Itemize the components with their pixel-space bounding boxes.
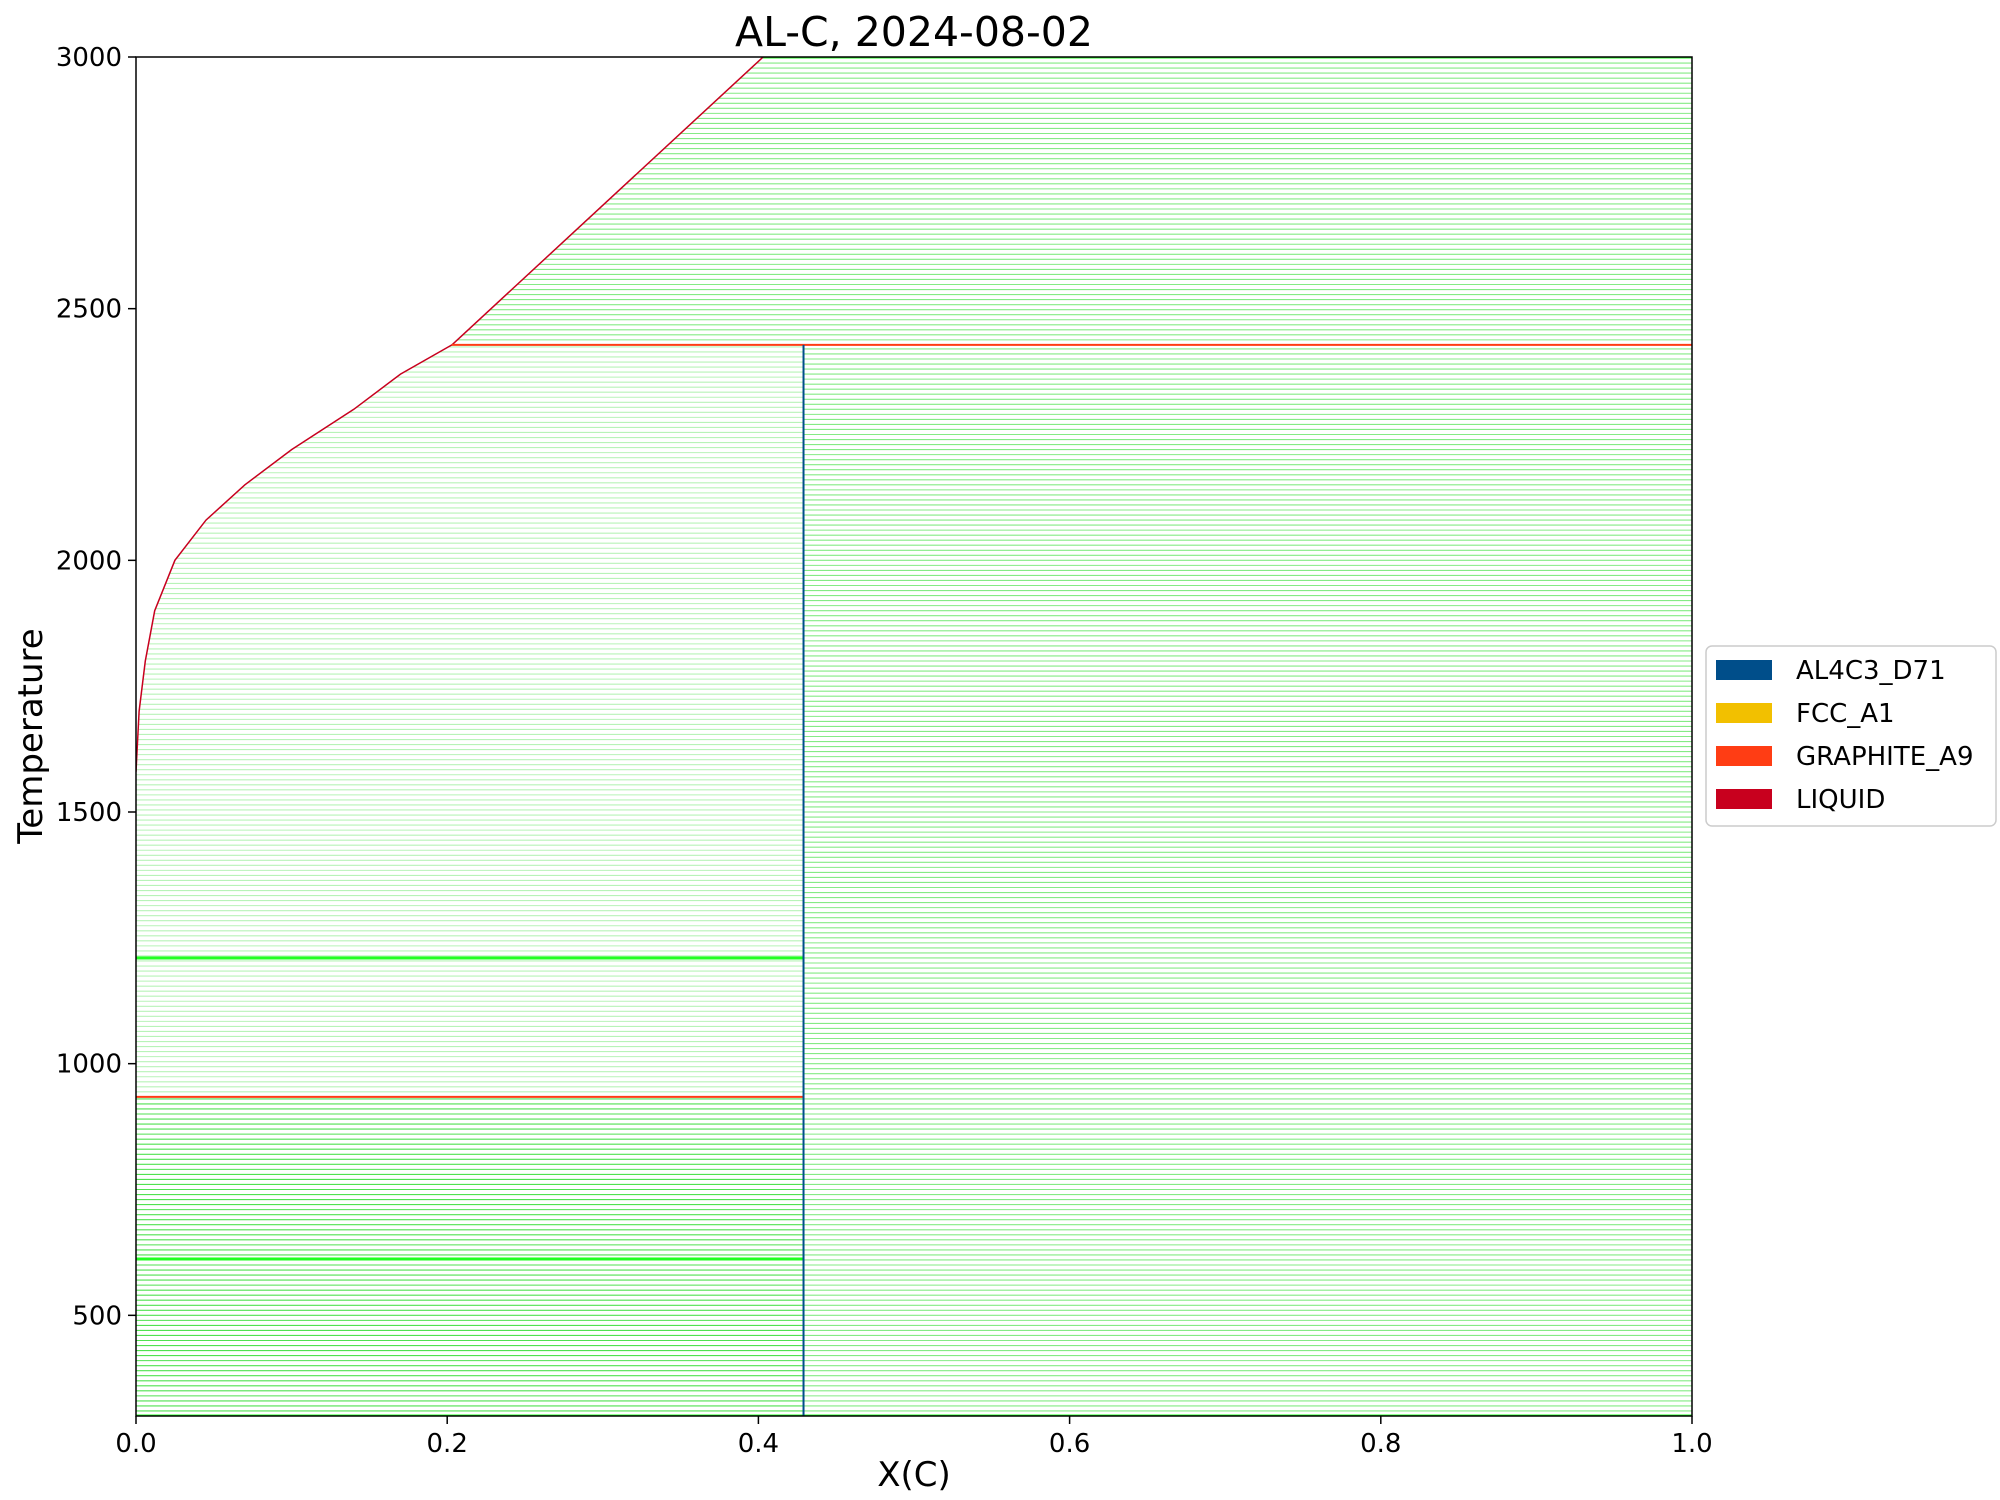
legend-box (1705, 645, 1997, 827)
x-tick-label: 0.0 (115, 1429, 156, 1459)
chart-legend: AL4C3_D71 FCC_A1 GRAPHITE_A9 LIQUID (1705, 645, 1997, 827)
y-axis: 500 1000 1500 2000 2500 3000 (56, 43, 136, 1331)
x-tick-label: 0.6 (1049, 1429, 1090, 1459)
legend-label: FCC_A1 (1796, 699, 1895, 729)
liquidus-c-side-curve (451, 57, 764, 346)
liquidus-al-side-curve (136, 344, 453, 772)
legend-label: AL4C3_D71 (1796, 656, 1946, 686)
y-axis-label: Temperature (11, 628, 51, 844)
legend-label: LIQUID (1796, 785, 1885, 815)
x-tick-label: 0.4 (738, 1429, 779, 1459)
tieline-group (136, 57, 1692, 1416)
x-tick-label: 0.2 (427, 1429, 468, 1459)
legend-swatch (1716, 660, 1772, 680)
x-tick-label: 0.8 (1360, 1429, 1401, 1459)
legend-swatch (1716, 703, 1772, 723)
chart-title: AL-C, 2024-08-02 (735, 8, 1093, 56)
plot-frame (135, 56, 1693, 1417)
y-tick-label: 2000 (56, 546, 122, 576)
x-axis-label: X(C) (877, 1455, 951, 1495)
x-axis: 0.0 0.2 0.4 0.6 0.8 1.0 (115, 1416, 1713, 1459)
legend-swatch (1716, 746, 1772, 766)
legend-swatch (1716, 789, 1772, 809)
legend-label: GRAPHITE_A9 (1796, 742, 1973, 772)
phase-boundary-group (136, 57, 1692, 1416)
y-tick-label: 3000 (56, 43, 122, 73)
y-tick-label: 1500 (56, 798, 122, 828)
y-tick-label: 500 (72, 1301, 122, 1331)
y-tick-label: 2500 (56, 295, 122, 325)
x-tick-label: 1.0 (1671, 1429, 1712, 1459)
y-tick-label: 1000 (56, 1050, 122, 1080)
highlight-line-group (136, 57, 1692, 1416)
